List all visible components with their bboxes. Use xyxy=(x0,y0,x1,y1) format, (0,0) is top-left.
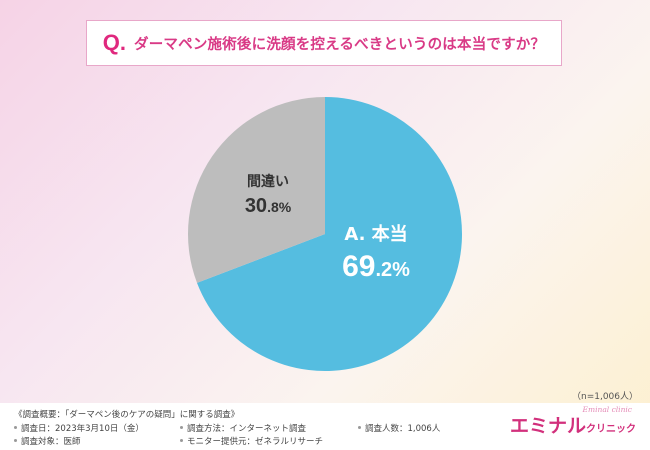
logo-main: エミナル xyxy=(509,415,586,437)
sample-size: （n=1,006人） xyxy=(571,392,638,402)
question-mark: Q. xyxy=(102,30,127,55)
survey-target-text: 調査対象：医師 xyxy=(21,437,81,447)
survey-provider: モニター提供元：ゼネラルリサーチ xyxy=(180,435,323,447)
survey-method: 調査方法：インターネット調査 xyxy=(180,422,306,434)
survey-method-text: 調査方法：インターネット調査 xyxy=(187,424,307,434)
survey-count: 調査人数：1,006人 xyxy=(358,422,440,434)
survey-date: 調査日：2023年3月10日（金） xyxy=(14,422,144,434)
slice-value-0: 69.2% xyxy=(342,250,410,283)
clinic-logo: Eminal clinic エミナルクリニック xyxy=(509,405,636,441)
survey-date-text: 調査日：2023年3月10日（金） xyxy=(21,424,144,434)
logo-sub: クリニック xyxy=(586,424,636,435)
question-box: Q. ダーマペン施術後に洗顔を控えるべきというのは本当ですか？ xyxy=(86,20,562,66)
logo-script: Eminal clinic xyxy=(582,405,633,414)
pie-slice-1 xyxy=(188,97,325,283)
survey-provider-text: モニター提供元：ゼネラルリサーチ xyxy=(187,437,324,447)
survey-target: 調査対象：医師 xyxy=(14,435,81,447)
survey-title: 《調査概要：「ダーマペン後のケアの疑問」に関する調査》 xyxy=(14,410,240,420)
pie-slice-0 xyxy=(196,97,463,371)
slice-label-1: 間違い xyxy=(247,173,289,190)
slice-value-1: 30.8% xyxy=(245,195,292,217)
footer xyxy=(0,403,650,450)
survey-count-text: 調査人数：1,006人 xyxy=(365,424,441,434)
slice-label-0: A. 本当 xyxy=(344,223,407,245)
question-text: ダーマペン施術後に洗顔を控えるべきというのは本当ですか？ xyxy=(134,36,546,53)
